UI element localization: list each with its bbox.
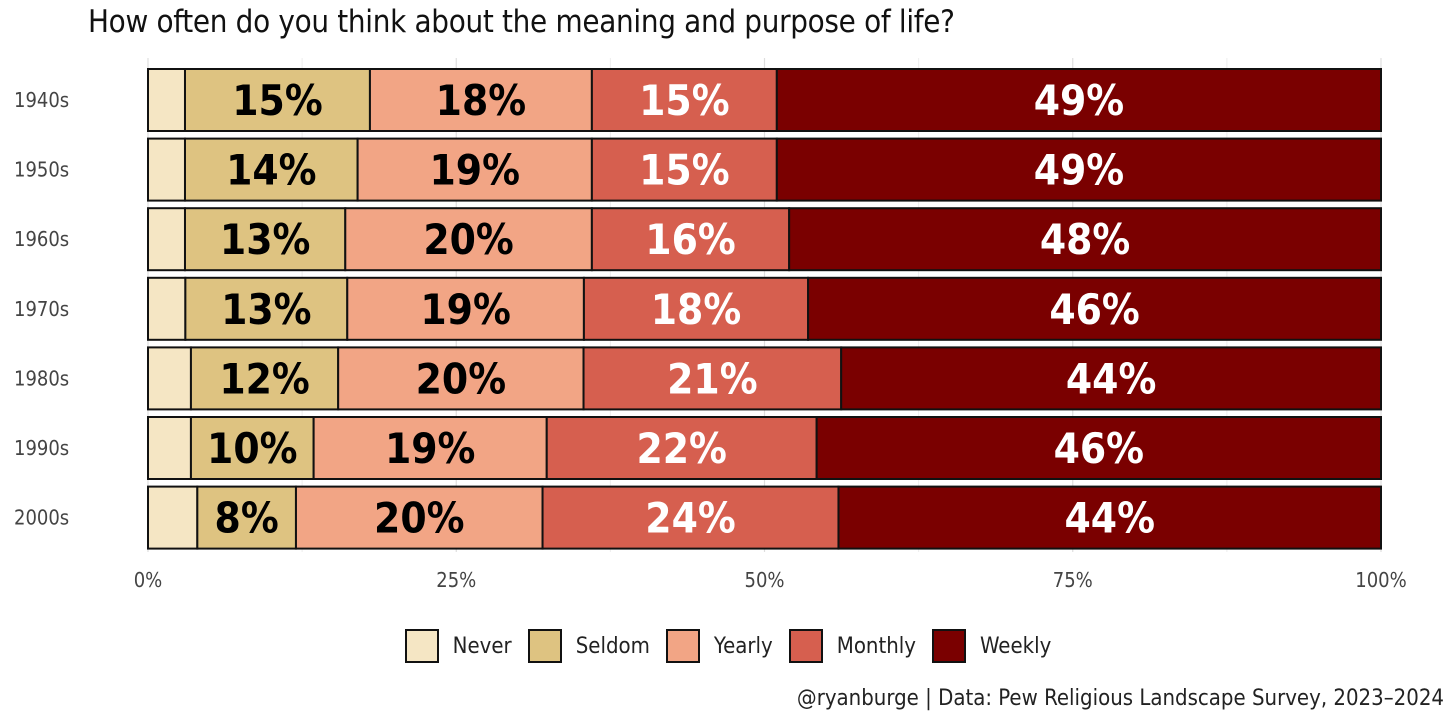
data-label: 21%	[667, 354, 757, 403]
bar-segment-seldom	[183, 207, 347, 272]
data-label: 48%	[1040, 215, 1130, 264]
legend-label: Weekly	[979, 633, 1052, 659]
segment-label-layer: 15% 18% 15% 49% 14% 19% 15% 49% 13% 20% 16% 48% 13% 1…	[207, 76, 1156, 543]
chart-title: How often do you think about the meaning…	[88, 4, 955, 40]
data-label: 15%	[639, 146, 729, 195]
data-label: 15%	[639, 76, 729, 125]
data-label: 18%	[651, 285, 741, 334]
category-label: 1960s	[14, 227, 69, 251]
data-label: 44%	[1065, 494, 1155, 543]
data-label: 20%	[416, 354, 506, 403]
x-tick-label: 0%	[134, 568, 163, 592]
category-label: 1990s	[14, 436, 69, 460]
legend-label: Monthly	[836, 633, 916, 659]
legend: Never Seldom Yearly Monthly Weekly	[0, 629, 1456, 663]
bar-segment-monthly	[590, 207, 791, 272]
data-label: 8%	[215, 494, 279, 543]
bar-segment-weekly	[840, 346, 1382, 411]
bar-segment-seldom	[184, 276, 349, 341]
x-tick-label: 75%	[1053, 568, 1093, 592]
legend-item-yearly: Yearly	[665, 629, 773, 663]
bar-segment-never	[147, 346, 192, 411]
legend-item-never: Never	[404, 629, 512, 663]
bar-segment-seldom	[189, 346, 340, 411]
data-label: 13%	[221, 285, 311, 334]
legend-swatch	[788, 629, 823, 663]
category-label: 1940s	[14, 88, 69, 112]
data-label: 46%	[1049, 285, 1139, 334]
x-axis-ticks: 0% 25% 50% 75% 100%	[134, 568, 1407, 592]
legend-label: Never	[452, 633, 512, 659]
bar-segment-yearly	[344, 207, 593, 272]
data-label: 19%	[385, 424, 475, 473]
x-tick-label: 25%	[436, 568, 476, 592]
bar-segment-yearly	[294, 485, 544, 550]
legend-label: Seldom	[575, 633, 650, 659]
data-label: 49%	[1034, 146, 1124, 195]
bar-segment-weekly	[775, 137, 1382, 202]
bar-segment-monthly	[590, 68, 778, 132]
bar-segment-never	[147, 68, 186, 132]
bar-segment-weekly	[815, 416, 1382, 480]
bar-segment-monthly	[541, 485, 840, 550]
bar-layer	[147, 68, 1382, 550]
data-label: 16%	[645, 215, 735, 264]
legend-item-weekly: Weekly	[931, 629, 1052, 663]
bar-segment-weekly	[775, 68, 1382, 132]
data-label: 20%	[374, 494, 464, 543]
legend-item-monthly: Monthly	[788, 629, 916, 663]
bar-segment-seldom	[183, 68, 371, 132]
bar-segment-seldom	[183, 137, 359, 202]
legend-swatch	[665, 629, 700, 663]
data-label: 15%	[232, 76, 322, 125]
bar-segment-monthly	[590, 137, 778, 202]
data-label: 22%	[636, 424, 726, 473]
bar-segment-yearly	[346, 276, 585, 341]
data-label: 19%	[430, 146, 520, 195]
bar-segment-yearly	[312, 416, 548, 480]
data-label: 46%	[1054, 424, 1144, 473]
bar-segment-never	[147, 416, 192, 480]
legend-item-seldom: Seldom	[527, 629, 650, 663]
chart-caption: @ryanburge | Data: Pew Religious Landsca…	[796, 686, 1444, 711]
legend-label: Yearly	[713, 633, 773, 659]
bar-segment-weekly	[788, 207, 1382, 272]
bar-segment-yearly	[356, 137, 593, 202]
data-label: 44%	[1066, 354, 1156, 403]
bar-segment-monthly	[582, 276, 810, 341]
x-tick-label: 50%	[745, 568, 785, 592]
bar-segment-seldom	[189, 416, 315, 480]
bar-segment-never	[147, 276, 187, 341]
category-label: 1970s	[14, 297, 69, 321]
x-tick-label: 100%	[1355, 568, 1406, 592]
category-label-layer: 1940s 1950s 1960s 1970s 1980s 1990s 2000s	[14, 88, 69, 530]
data-label: 10%	[207, 424, 297, 473]
data-label: 18%	[436, 76, 526, 125]
bar-segment-weekly	[837, 485, 1382, 550]
data-label: 12%	[219, 354, 309, 403]
bar-segment-weekly	[807, 276, 1382, 341]
bar-segment-never	[147, 485, 199, 550]
bar-segment-never	[147, 137, 186, 202]
data-label: 24%	[645, 494, 735, 543]
bar-segment-never	[147, 207, 186, 272]
category-label: 1980s	[14, 366, 69, 390]
category-label: 1950s	[14, 158, 69, 182]
legend-swatch	[931, 629, 966, 663]
legend-swatch	[527, 629, 562, 663]
legend-swatch	[404, 629, 439, 663]
data-label: 20%	[423, 215, 513, 264]
data-label: 13%	[220, 215, 310, 264]
bar-segment-yearly	[368, 68, 593, 132]
data-label: 14%	[226, 146, 316, 195]
category-label: 2000s	[14, 506, 69, 530]
data-label: 19%	[420, 285, 510, 334]
data-label: 49%	[1034, 76, 1124, 125]
bar-segment-yearly	[337, 346, 585, 411]
